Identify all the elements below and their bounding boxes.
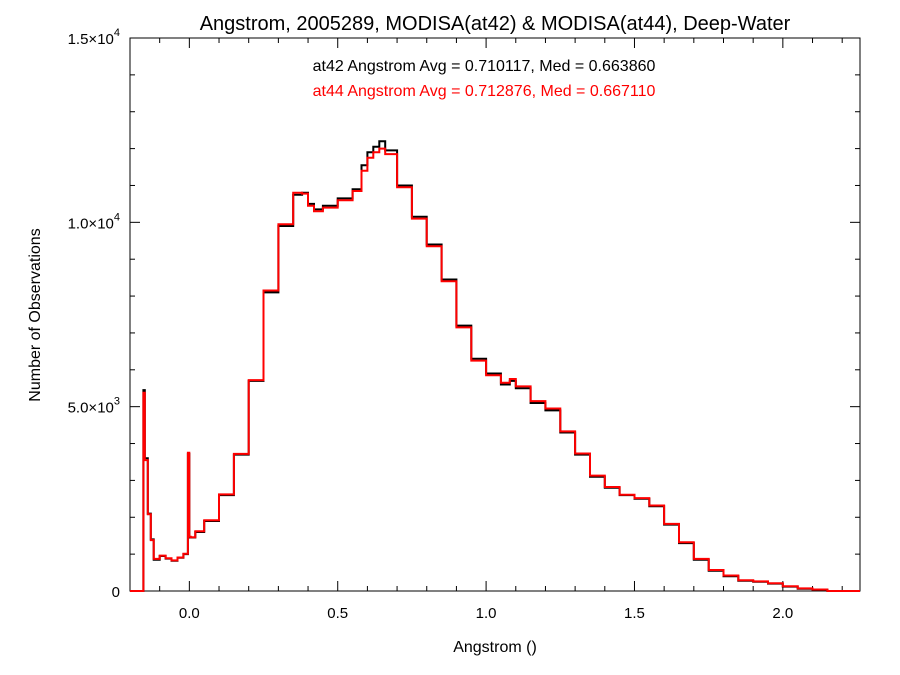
x-axis-label: Angstrom () (453, 639, 537, 656)
y-tick-label-1: 5.0×103 (68, 396, 120, 417)
annotation-at42: at42 Angstrom Avg = 0.710117, Med = 0.66… (313, 58, 656, 75)
annotation-at44: at44 Angstrom Avg = 0.712876, Med = 0.66… (313, 83, 656, 100)
x-tick-label-4: 2.0 (772, 605, 793, 622)
series-line-at42 (130, 140, 860, 592)
series-line-at44 (130, 147, 860, 592)
y-tick-label-0: 0 (112, 584, 120, 601)
y-tick-label-2: 1.0×104 (68, 211, 120, 232)
plot-frame (129, 37, 861, 592)
x-tick-label-0: 0.0 (179, 605, 200, 622)
x-tick-label-1: 0.5 (327, 605, 348, 622)
x-tick-label-2: 1.0 (476, 605, 497, 622)
y-axis-label: Number of Observations (27, 228, 44, 401)
y-tick-label-3: 1.5×104 (68, 27, 120, 48)
x-tick-label-3: 1.5 (624, 605, 645, 622)
chart-title: Angstrom, 2005289, MODISA(at42) & MODISA… (200, 13, 791, 35)
